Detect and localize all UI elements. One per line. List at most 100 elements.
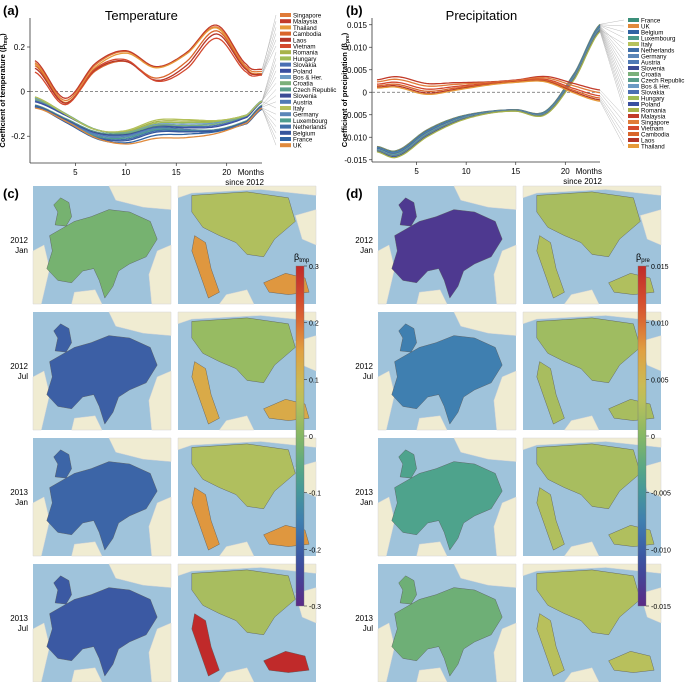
land-area — [453, 437, 517, 462]
series-line-hungary — [376, 29, 601, 158]
legend-label: Malaysia — [293, 19, 318, 26]
legend-swatch — [280, 31, 291, 36]
peninsula-region — [536, 361, 565, 425]
row-label-month: Jan — [15, 246, 28, 255]
x-tick-label: 10 — [462, 167, 471, 176]
colorbar-tick-label: 0 — [309, 434, 313, 441]
land-area — [294, 209, 317, 246]
y-axis-label: Coefficient of precipitation (βpre) — [340, 32, 351, 147]
legend-swatch — [280, 62, 291, 67]
legend-leader — [261, 64, 277, 102]
legend-swatch — [628, 78, 639, 82]
land-area — [493, 244, 517, 305]
x-tick-label: 10 — [121, 168, 130, 177]
land-area — [416, 289, 448, 305]
legend-label: Croatia — [293, 81, 314, 88]
legend-label: Singapore — [293, 13, 322, 20]
y-tick-label: 0 — [363, 88, 368, 97]
legend-leader — [599, 25, 625, 51]
uk-region — [398, 323, 417, 353]
land-area — [32, 496, 50, 557]
uk-region — [53, 197, 72, 227]
mainland-asia-region — [191, 317, 296, 384]
land-area — [377, 370, 395, 431]
legend-label: Vietnam — [641, 126, 664, 133]
land-area — [108, 563, 172, 588]
legend-swatch — [628, 42, 639, 46]
land-area — [453, 185, 517, 210]
y-tick-label: 0.015 — [347, 21, 368, 30]
mainland-asia-region — [191, 569, 296, 636]
colorbar-tick-label: 0.015 — [651, 264, 669, 271]
legend-label: UK — [293, 143, 302, 150]
peninsula-region — [536, 613, 565, 677]
series-line-malaysia — [34, 24, 263, 99]
legend-leader — [599, 27, 625, 69]
land-area — [493, 622, 517, 682]
uk-region — [398, 575, 417, 605]
legend-swatch — [280, 19, 291, 24]
colorbar — [295, 265, 305, 607]
land-area — [522, 437, 662, 451]
land-area — [108, 185, 172, 210]
legend-swatch — [628, 114, 639, 118]
legend-swatch — [628, 36, 639, 40]
land-area — [148, 622, 172, 682]
legend-label: Slovenia — [293, 93, 317, 100]
peninsula-region — [191, 235, 220, 299]
legend-swatch — [628, 96, 639, 100]
land-area — [416, 667, 448, 682]
x-axis-label-line1: Months — [238, 168, 264, 177]
row-label-year: 2013 — [355, 488, 373, 497]
legend-swatch — [628, 30, 639, 34]
legend-swatch — [280, 44, 291, 48]
legend-swatch — [628, 18, 639, 22]
land-area — [108, 437, 172, 462]
land-area — [177, 563, 317, 577]
legend-leader — [261, 101, 277, 108]
europe-region — [46, 587, 158, 677]
europe-region — [46, 209, 158, 299]
land-area — [148, 370, 172, 431]
legend-label: Luxembourg — [641, 36, 676, 43]
series-line-singapore — [376, 77, 601, 94]
x-tick-label: 5 — [414, 167, 419, 176]
legend-label: Slovakia — [293, 62, 317, 69]
land-area — [219, 667, 255, 682]
land-area — [32, 244, 50, 305]
legend-leader — [599, 29, 625, 93]
colorbar-tick-label: -0.010 — [651, 547, 671, 554]
legend-label: France — [293, 137, 313, 144]
x-axis-label-line2: since 2012 — [225, 178, 264, 187]
uk-region — [53, 323, 72, 353]
legend-swatch — [280, 87, 291, 92]
mainland-asia-region — [536, 569, 641, 636]
land-area — [148, 244, 172, 305]
legend-label: Czech Republic — [293, 87, 336, 94]
colorbar-tick-label: -0.005 — [651, 491, 671, 498]
uk-region — [53, 575, 72, 605]
temperature-maps: 2012Jan2012Jul2013Jan2013Julβtmp0.30.20.… — [10, 185, 321, 682]
legend-leader — [261, 107, 277, 115]
land-area — [493, 496, 517, 557]
legend-swatch — [628, 144, 639, 148]
land-area — [177, 437, 317, 451]
legend-leader — [261, 83, 277, 102]
land-area — [177, 185, 317, 199]
europe-region — [391, 335, 503, 425]
legend-leader — [599, 19, 625, 25]
uk-region — [398, 449, 417, 479]
row-label-year: 2012 — [355, 362, 373, 371]
legend-swatch — [280, 112, 291, 117]
legend-label: Austria — [641, 60, 661, 67]
legend-leader — [261, 107, 277, 146]
panel-label-c: (c) — [3, 186, 19, 201]
colorbar-tick-label: 0 — [651, 434, 655, 441]
land-area — [377, 244, 395, 305]
mainland-asia-region — [191, 191, 296, 258]
row-label-month: Jul — [363, 624, 373, 633]
colorbar-title: βtmp — [294, 252, 310, 264]
row-label-year: 2012 — [10, 362, 28, 371]
